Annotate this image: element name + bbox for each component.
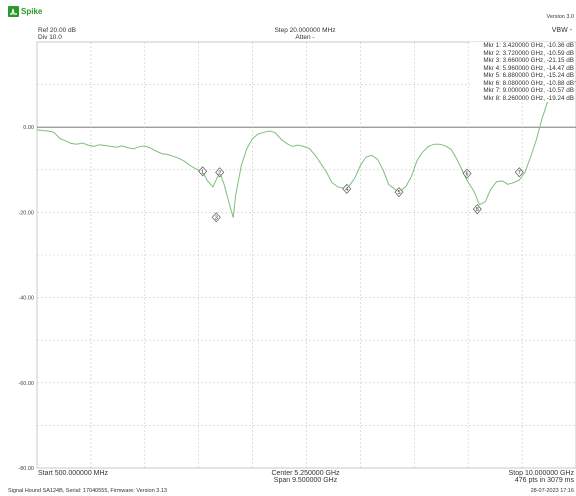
marker-diamond-icon [198,166,208,177]
timestamp: 28-07-2023 17:16 [530,488,574,494]
y-tick-label: 0.00 [23,125,34,131]
marker-diamond-icon [211,212,221,223]
ref-level: Ref 20.00 dB [38,27,76,34]
marker-label: 2 [218,170,221,176]
marker-8[interactable]: 8 [472,204,482,215]
div-scale: Div 10.0 [38,34,62,41]
marker-table-row: Mkr 6: 8.080000 GHz, -10.88 dB [483,79,574,87]
start-freq: Start 500.000000 MHz [38,470,109,477]
marker-label: 6 [466,172,469,178]
y-tick-label: -20.00 [18,210,34,216]
step-size: Step 20.000000 MHz [274,27,336,34]
sweep-points: 476 pts in 3079 ms [514,477,574,484]
marker-label: 3 [215,215,218,221]
marker-diamond-icon [342,183,352,194]
vbw-value: VBW - [551,27,572,34]
marker-table-row: Mkr 7: 9.000000 GHz, -10.57 dB [483,87,574,94]
marker-label: 5 [397,190,400,196]
marker-label: 8 [476,207,479,213]
app-version: Version 3.0 [546,14,574,20]
marker-4[interactable]: 4 [342,183,352,194]
marker-table-row: Mkr 1: 3.420000 GHz, -10.36 dB [483,42,574,49]
marker-diamond-icon [215,167,225,178]
y-tick-label: -40.00 [18,296,34,302]
marker-diamond-icon [472,204,482,215]
marker-table-row: Mkr 5: 6.880000 GHz, -15.24 dB [483,72,574,79]
marker-label: 7 [518,170,521,176]
y-tick-label: -80.00 [18,466,34,472]
device-info: Signal Hound SA124B, Serial: 17040555, F… [8,488,167,494]
y-tick-label: -60.00 [18,381,34,387]
marker-diamond-icon [514,167,524,178]
marker-5[interactable]: 5 [394,187,404,198]
marker-label: 1 [201,169,204,175]
marker-diamond-icon [462,168,472,179]
marker-table-row: Mkr 8: 8.260000 GHz, -19.24 dB [483,94,574,102]
marker-table: Mkr 1: 3.420000 GHz, -10.36 dB Mkr 2: 3.… [470,42,574,102]
app-name: Spike [21,6,43,16]
marker-diamond-icon [394,187,404,198]
marker-7[interactable]: 7 [514,167,524,178]
span-freq: Span 9.500000 GHz [273,477,338,484]
marker-2[interactable]: 2 [215,167,225,178]
app-logo: Spike [8,5,42,17]
marker-table-row: Mkr 4: 5.960000 GHz, -14.47 dB [483,64,574,72]
marker-label: 4 [345,187,348,193]
marker-1[interactable]: 1 [198,166,208,177]
atten-value: Atten - [295,34,315,41]
spike-logo-icon [8,5,19,17]
marker-6[interactable]: 6 [462,168,472,179]
spectrum-trace [36,80,576,218]
marker-3[interactable]: 3 [211,212,221,223]
center-freq: Center 5.250000 GHz [271,470,340,477]
marker-table-row: Mkr 3: 3.660000 GHz, -21.15 dB [483,57,574,64]
stop-freq: Stop 10.000000 GHz [508,470,574,477]
marker-table-row: Mkr 2: 3.720000 GHz, -10.59 dB [483,49,574,57]
